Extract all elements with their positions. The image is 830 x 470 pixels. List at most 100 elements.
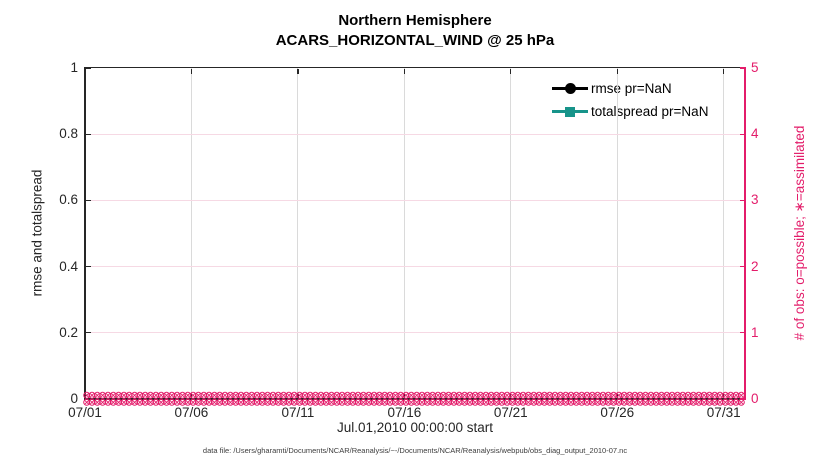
obs-assimilated-marker bbox=[307, 399, 313, 405]
obs-possible-marker bbox=[439, 398, 447, 406]
obs-possible-marker bbox=[524, 398, 532, 406]
obs-possible-marker bbox=[514, 398, 522, 406]
obs-assimilated-marker bbox=[153, 392, 159, 398]
obs-assimilated-marker bbox=[414, 399, 420, 405]
obs-possible-marker bbox=[141, 398, 149, 406]
obs-assimilated-marker bbox=[323, 399, 329, 405]
legend-line-sample bbox=[552, 105, 588, 118]
obs-assimilated-marker bbox=[515, 399, 521, 405]
obs-assimilated-marker bbox=[212, 392, 217, 398]
obs-assimilated-marker bbox=[105, 392, 111, 398]
obs-possible-marker bbox=[152, 391, 160, 399]
obs-assimilated-marker bbox=[488, 392, 494, 398]
grid-line-horizontal bbox=[85, 266, 745, 268]
obs-assimilated-marker bbox=[190, 399, 196, 405]
obs-assimilated-marker bbox=[126, 399, 132, 405]
obs-assimilated-marker bbox=[611, 392, 616, 398]
obs-possible-marker bbox=[626, 391, 634, 399]
obs-possible-marker bbox=[125, 398, 133, 406]
obs-assimilated-marker bbox=[733, 399, 739, 405]
obs-possible-marker bbox=[285, 391, 293, 399]
obs-possible-marker bbox=[524, 391, 532, 399]
obs-assimilated-marker bbox=[281, 399, 286, 405]
obs-possible-marker bbox=[700, 398, 708, 406]
obs-assimilated-marker bbox=[675, 392, 680, 398]
obs-possible-marker bbox=[359, 398, 367, 406]
x-axis-label: Jul.01,2010 00:00:00 start bbox=[336, 420, 494, 435]
obs-assimilated-marker bbox=[382, 392, 388, 398]
obs-assimilated-marker bbox=[510, 392, 515, 398]
obs-possible-marker bbox=[242, 391, 250, 399]
obs-assimilated-marker bbox=[643, 392, 648, 398]
obs-possible-marker bbox=[588, 391, 596, 399]
obs-possible-marker bbox=[375, 391, 383, 399]
obs-possible-marker bbox=[461, 391, 469, 399]
y-tick-right bbox=[739, 67, 745, 69]
obs-assimilated-marker bbox=[526, 399, 531, 405]
legend-square-marker-icon bbox=[564, 106, 575, 117]
obs-possible-marker bbox=[370, 391, 378, 399]
obs-assimilated-marker bbox=[94, 399, 100, 405]
obs-assimilated-marker bbox=[222, 392, 228, 398]
obs-assimilated-marker bbox=[142, 392, 148, 398]
obs-assimilated-marker bbox=[307, 392, 313, 398]
obs-possible-marker bbox=[535, 398, 543, 406]
obs-assimilated-marker bbox=[568, 392, 574, 398]
obs-assimilated-marker bbox=[483, 399, 489, 405]
obs-assimilated-marker bbox=[424, 392, 430, 398]
obs-possible-marker bbox=[115, 391, 123, 399]
obs-possible-marker bbox=[301, 391, 309, 399]
obs-assimilated-marker bbox=[435, 392, 441, 398]
obs-assimilated-marker bbox=[121, 399, 127, 405]
obs-assimilated-marker bbox=[270, 392, 276, 398]
obs-assimilated-marker bbox=[648, 399, 654, 405]
obs-assimilated-marker bbox=[249, 399, 255, 405]
obs-possible-marker bbox=[514, 391, 522, 399]
obs-possible-marker bbox=[455, 391, 463, 399]
obs-assimilated-marker bbox=[137, 399, 143, 405]
obs-possible-marker bbox=[109, 391, 117, 399]
obs-assimilated-marker bbox=[691, 399, 696, 405]
obs-assimilated-marker bbox=[201, 399, 207, 405]
obs-assimilated-marker bbox=[605, 392, 611, 398]
obs-possible-marker bbox=[280, 391, 288, 399]
obs-assimilated-marker bbox=[632, 399, 638, 405]
obs-possible-marker bbox=[264, 398, 272, 406]
obs-possible-marker bbox=[349, 398, 357, 406]
obs-possible-marker bbox=[136, 391, 144, 399]
obs-assimilated-marker bbox=[462, 399, 467, 405]
obs-assimilated-marker bbox=[126, 392, 132, 398]
obs-assimilated-marker bbox=[345, 392, 350, 398]
obs-assimilated-marker bbox=[190, 392, 196, 398]
obs-possible-marker bbox=[168, 398, 176, 406]
obs-possible-marker bbox=[487, 391, 495, 399]
obs-possible-marker bbox=[535, 391, 543, 399]
obs-possible-marker bbox=[274, 391, 282, 399]
obs-assimilated-marker bbox=[265, 399, 270, 405]
obs-possible-marker bbox=[253, 398, 261, 406]
obs-possible-marker bbox=[232, 398, 240, 406]
obs-assimilated-marker bbox=[488, 399, 494, 405]
obs-assimilated-marker bbox=[408, 399, 414, 405]
obs-possible-marker bbox=[674, 391, 681, 399]
obs-possible-marker bbox=[732, 398, 740, 406]
obs-assimilated-marker bbox=[291, 399, 297, 405]
obs-assimilated-marker bbox=[738, 392, 744, 398]
obs-possible-marker bbox=[689, 391, 697, 399]
obs-assimilated-marker bbox=[547, 399, 553, 405]
obs-assimilated-marker bbox=[339, 399, 345, 405]
obs-assimilated-marker bbox=[573, 392, 579, 398]
obs-assimilated-marker bbox=[233, 399, 239, 405]
legend-circle-marker-icon bbox=[564, 83, 576, 94]
obs-assimilated-marker bbox=[563, 392, 569, 398]
obs-assimilated-marker bbox=[637, 399, 643, 405]
obs-assimilated-marker bbox=[579, 399, 585, 405]
obs-possible-marker bbox=[258, 391, 266, 399]
obs-assimilated-marker bbox=[611, 399, 616, 405]
obs-possible-marker bbox=[540, 391, 548, 399]
obs-possible-marker bbox=[216, 391, 224, 399]
y-tick-label-right: 4 bbox=[751, 126, 759, 142]
obs-assimilated-marker bbox=[355, 392, 361, 398]
obs-assimilated-marker bbox=[206, 392, 212, 398]
y-tick-label-right: 2 bbox=[751, 258, 759, 274]
